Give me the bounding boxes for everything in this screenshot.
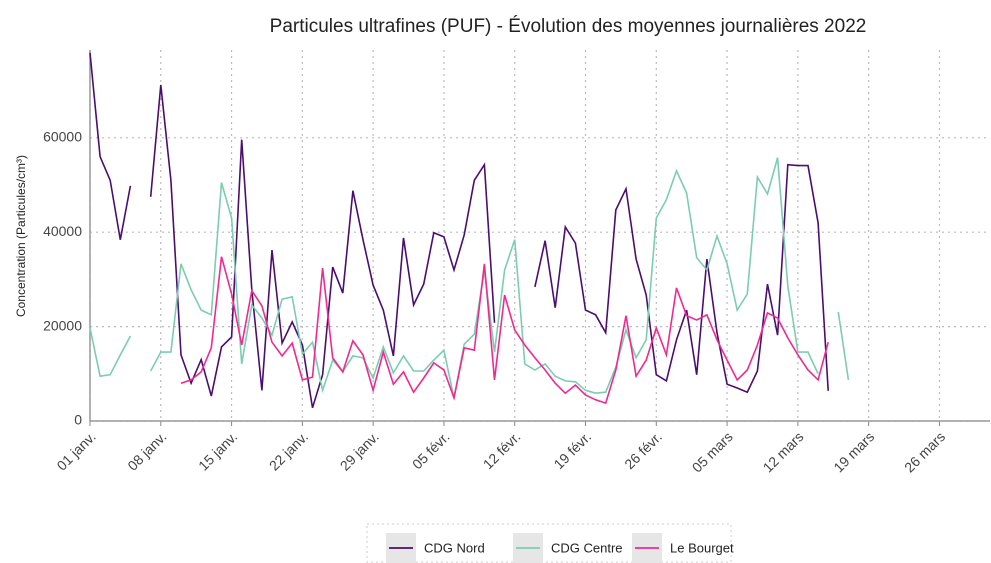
x-tick-label: 19 févr. bbox=[550, 428, 594, 472]
x-tick-label: 05 févr. bbox=[409, 428, 453, 472]
x-tick-label: 26 mars bbox=[901, 428, 948, 475]
x-tick-label: 12 févr. bbox=[480, 428, 524, 472]
series-line bbox=[180, 256, 829, 405]
x-tick-label: 19 mars bbox=[830, 428, 877, 475]
legend-label: Le Bourget bbox=[670, 540, 734, 555]
x-tick-label: 08 janv. bbox=[124, 428, 169, 473]
x-tick-label: 01 janv. bbox=[53, 428, 98, 473]
y-axis-label: Concentration (Particules/cm³) bbox=[14, 155, 28, 317]
y-tick-label: 60000 bbox=[43, 128, 82, 144]
x-tick-label: 26 févr. bbox=[621, 428, 665, 472]
series-line bbox=[89, 157, 850, 399]
y-tick-label: 0 bbox=[74, 412, 82, 428]
series-line bbox=[89, 52, 829, 409]
x-tick-label: 15 janv. bbox=[195, 428, 240, 473]
x-tick-label: 12 mars bbox=[760, 428, 807, 475]
x-tick-label: 22 janv. bbox=[266, 428, 311, 473]
legend-label: CDG Nord bbox=[424, 540, 485, 555]
chart-title: Particules ultrafines (PUF) - Évolution … bbox=[270, 16, 867, 37]
legend-box bbox=[366, 523, 732, 563]
x-tick-label: 05 mars bbox=[689, 428, 736, 475]
y-tick-label: 20000 bbox=[43, 317, 82, 333]
y-tick-label: 40000 bbox=[43, 223, 82, 239]
legend-label: CDG Centre bbox=[551, 540, 623, 555]
x-tick-label: 29 janv. bbox=[337, 428, 382, 473]
